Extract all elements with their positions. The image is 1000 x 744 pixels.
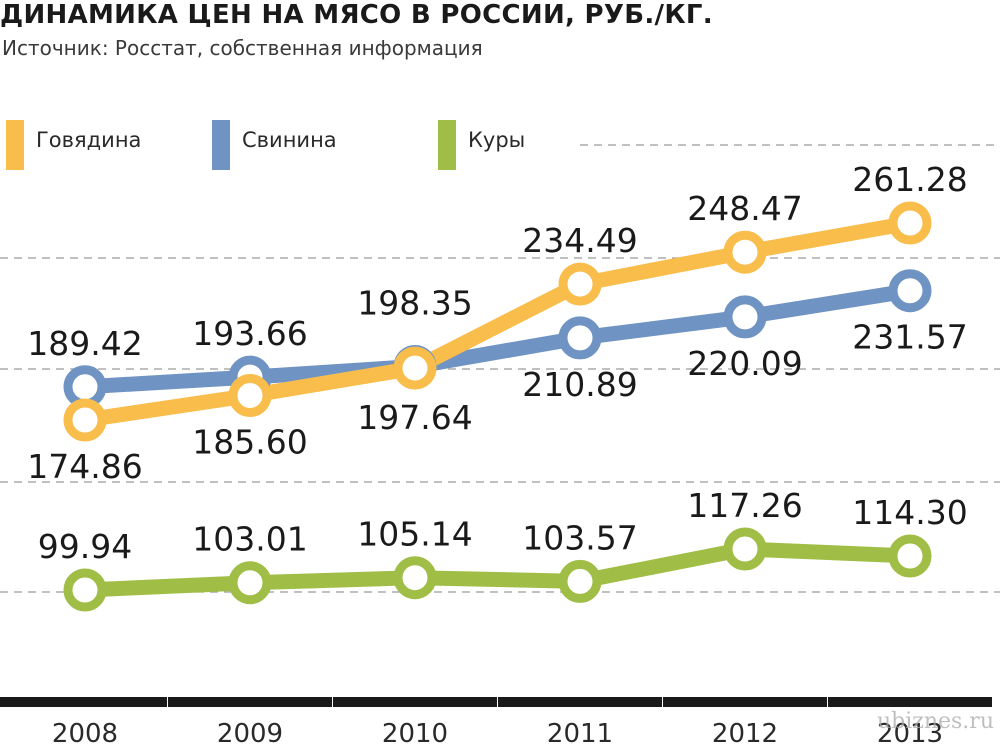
legend-label-beef: Говядина bbox=[36, 128, 142, 152]
year-bar-2011 bbox=[498, 697, 662, 707]
watermark-text: ubiznes.ru bbox=[876, 709, 994, 734]
data-label-s0-2013: 261.28 bbox=[852, 160, 967, 199]
data-label-s1-2008: 189.42 bbox=[27, 324, 142, 363]
data-point-s0-1 bbox=[228, 374, 272, 418]
data-point-s1-5 bbox=[888, 269, 932, 313]
legend-label-chicken: Куры bbox=[468, 128, 526, 152]
data-point-s0-0 bbox=[63, 398, 107, 442]
x-tick-label-2013: 2013 bbox=[877, 719, 943, 744]
legend-swatch-pork bbox=[212, 120, 230, 170]
data-label-s0-2008: 174.86 bbox=[27, 447, 142, 486]
data-label-s2-2012: 117.26 bbox=[687, 486, 802, 525]
data-label-s0-2009: 185.60 bbox=[192, 423, 307, 462]
year-bar-2013 bbox=[828, 697, 992, 707]
data-point-s2-0 bbox=[63, 568, 107, 612]
data-point-s1-3 bbox=[558, 316, 602, 360]
year-bar-2012 bbox=[663, 697, 827, 707]
data-point-s2-3 bbox=[558, 559, 602, 603]
series-line-0 bbox=[77, 215, 918, 428]
x-tick-label-2011: 2011 bbox=[547, 719, 613, 744]
series-line-1 bbox=[77, 283, 918, 395]
x-tick-label-2009: 2009 bbox=[217, 719, 283, 744]
data-point-s2-4 bbox=[723, 527, 767, 571]
data-label-s1-2012: 220.09 bbox=[687, 344, 802, 383]
data-point-s0-2 bbox=[393, 346, 437, 390]
year-bar-2008 bbox=[0, 697, 167, 707]
data-label-s2-2011: 103.57 bbox=[522, 518, 637, 557]
data-point-s0-5 bbox=[888, 201, 932, 245]
data-label-s0-2010: 197.64 bbox=[357, 398, 472, 437]
legend-swatch-beef bbox=[6, 120, 24, 170]
data-label-s0-2011: 234.49 bbox=[522, 221, 637, 260]
data-label-s2-2013: 114.30 bbox=[852, 493, 967, 532]
data-label-s2-2009: 103.01 bbox=[192, 520, 307, 559]
data-label-s2-2008: 99.94 bbox=[38, 527, 132, 566]
data-label-s1-2009: 193.66 bbox=[192, 314, 307, 353]
x-tick-label-2008: 2008 bbox=[52, 719, 118, 744]
year-bar-2009 bbox=[168, 697, 332, 707]
data-point-s1-4 bbox=[723, 295, 767, 339]
chart-title: ДИНАМИКА ЦЕН НА МЯСО В РОССИИ, РУБ./КГ. bbox=[0, 0, 713, 30]
data-point-s0-4 bbox=[723, 230, 767, 274]
series-line-2 bbox=[77, 541, 918, 598]
legend-swatch-chicken bbox=[438, 120, 456, 170]
legend-label-pork: Свинина bbox=[242, 128, 337, 152]
data-point-s2-2 bbox=[393, 556, 437, 600]
x-tick-label-2010: 2010 bbox=[382, 719, 448, 744]
data-label-s0-2012: 248.47 bbox=[687, 189, 802, 228]
year-bar-2010 bbox=[333, 697, 497, 707]
data-point-s0-3 bbox=[558, 262, 602, 306]
data-label-s1-2010: 198.35 bbox=[357, 283, 472, 322]
data-point-s2-5 bbox=[888, 534, 932, 578]
x-tick-label-2012: 2012 bbox=[712, 719, 778, 744]
data-label-s1-2013: 231.57 bbox=[852, 318, 967, 357]
data-label-s1-2011: 210.89 bbox=[522, 365, 637, 404]
chart-subtitle: Источник: Росстат, собственная информаци… bbox=[2, 36, 483, 60]
data-label-s2-2010: 105.14 bbox=[357, 515, 472, 554]
data-point-s2-1 bbox=[228, 561, 272, 605]
